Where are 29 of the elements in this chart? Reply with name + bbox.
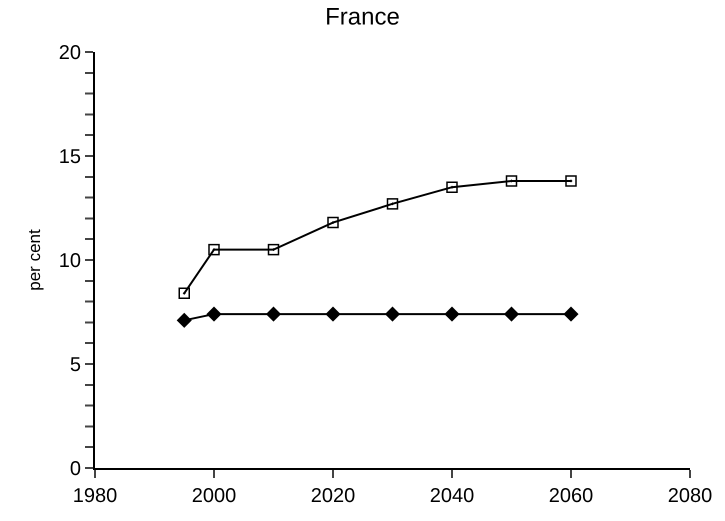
x-tick-label: 2040 bbox=[430, 485, 474, 507]
x-tick-label: 2020 bbox=[310, 485, 356, 507]
y-tick-label: 10 bbox=[58, 250, 81, 272]
y-tick-label: 5 bbox=[70, 354, 81, 376]
chart-title: France bbox=[325, 4, 400, 31]
y-tick-label: 15 bbox=[58, 146, 81, 168]
point bbox=[177, 313, 192, 328]
point bbox=[206, 306, 222, 322]
point bbox=[208, 244, 220, 256]
point bbox=[178, 288, 190, 300]
point bbox=[506, 175, 518, 187]
point bbox=[266, 306, 281, 322]
point bbox=[326, 306, 340, 322]
x-tick-label: 2080 bbox=[668, 485, 712, 507]
point bbox=[565, 175, 577, 187]
y-axis-title: per cent bbox=[24, 229, 44, 291]
x-tick-label: 1980 bbox=[72, 485, 118, 507]
point bbox=[268, 244, 280, 256]
point bbox=[327, 216, 339, 228]
point bbox=[446, 181, 458, 193]
point bbox=[504, 306, 519, 322]
y-tick-label: 0 bbox=[70, 458, 81, 480]
x-tick-label: 2060 bbox=[548, 485, 594, 507]
point bbox=[564, 306, 578, 322]
point bbox=[385, 306, 400, 322]
point bbox=[386, 198, 398, 210]
y-tick-label: 20 bbox=[58, 42, 81, 64]
point bbox=[444, 306, 460, 322]
x-tick-label: 2000 bbox=[192, 485, 236, 507]
